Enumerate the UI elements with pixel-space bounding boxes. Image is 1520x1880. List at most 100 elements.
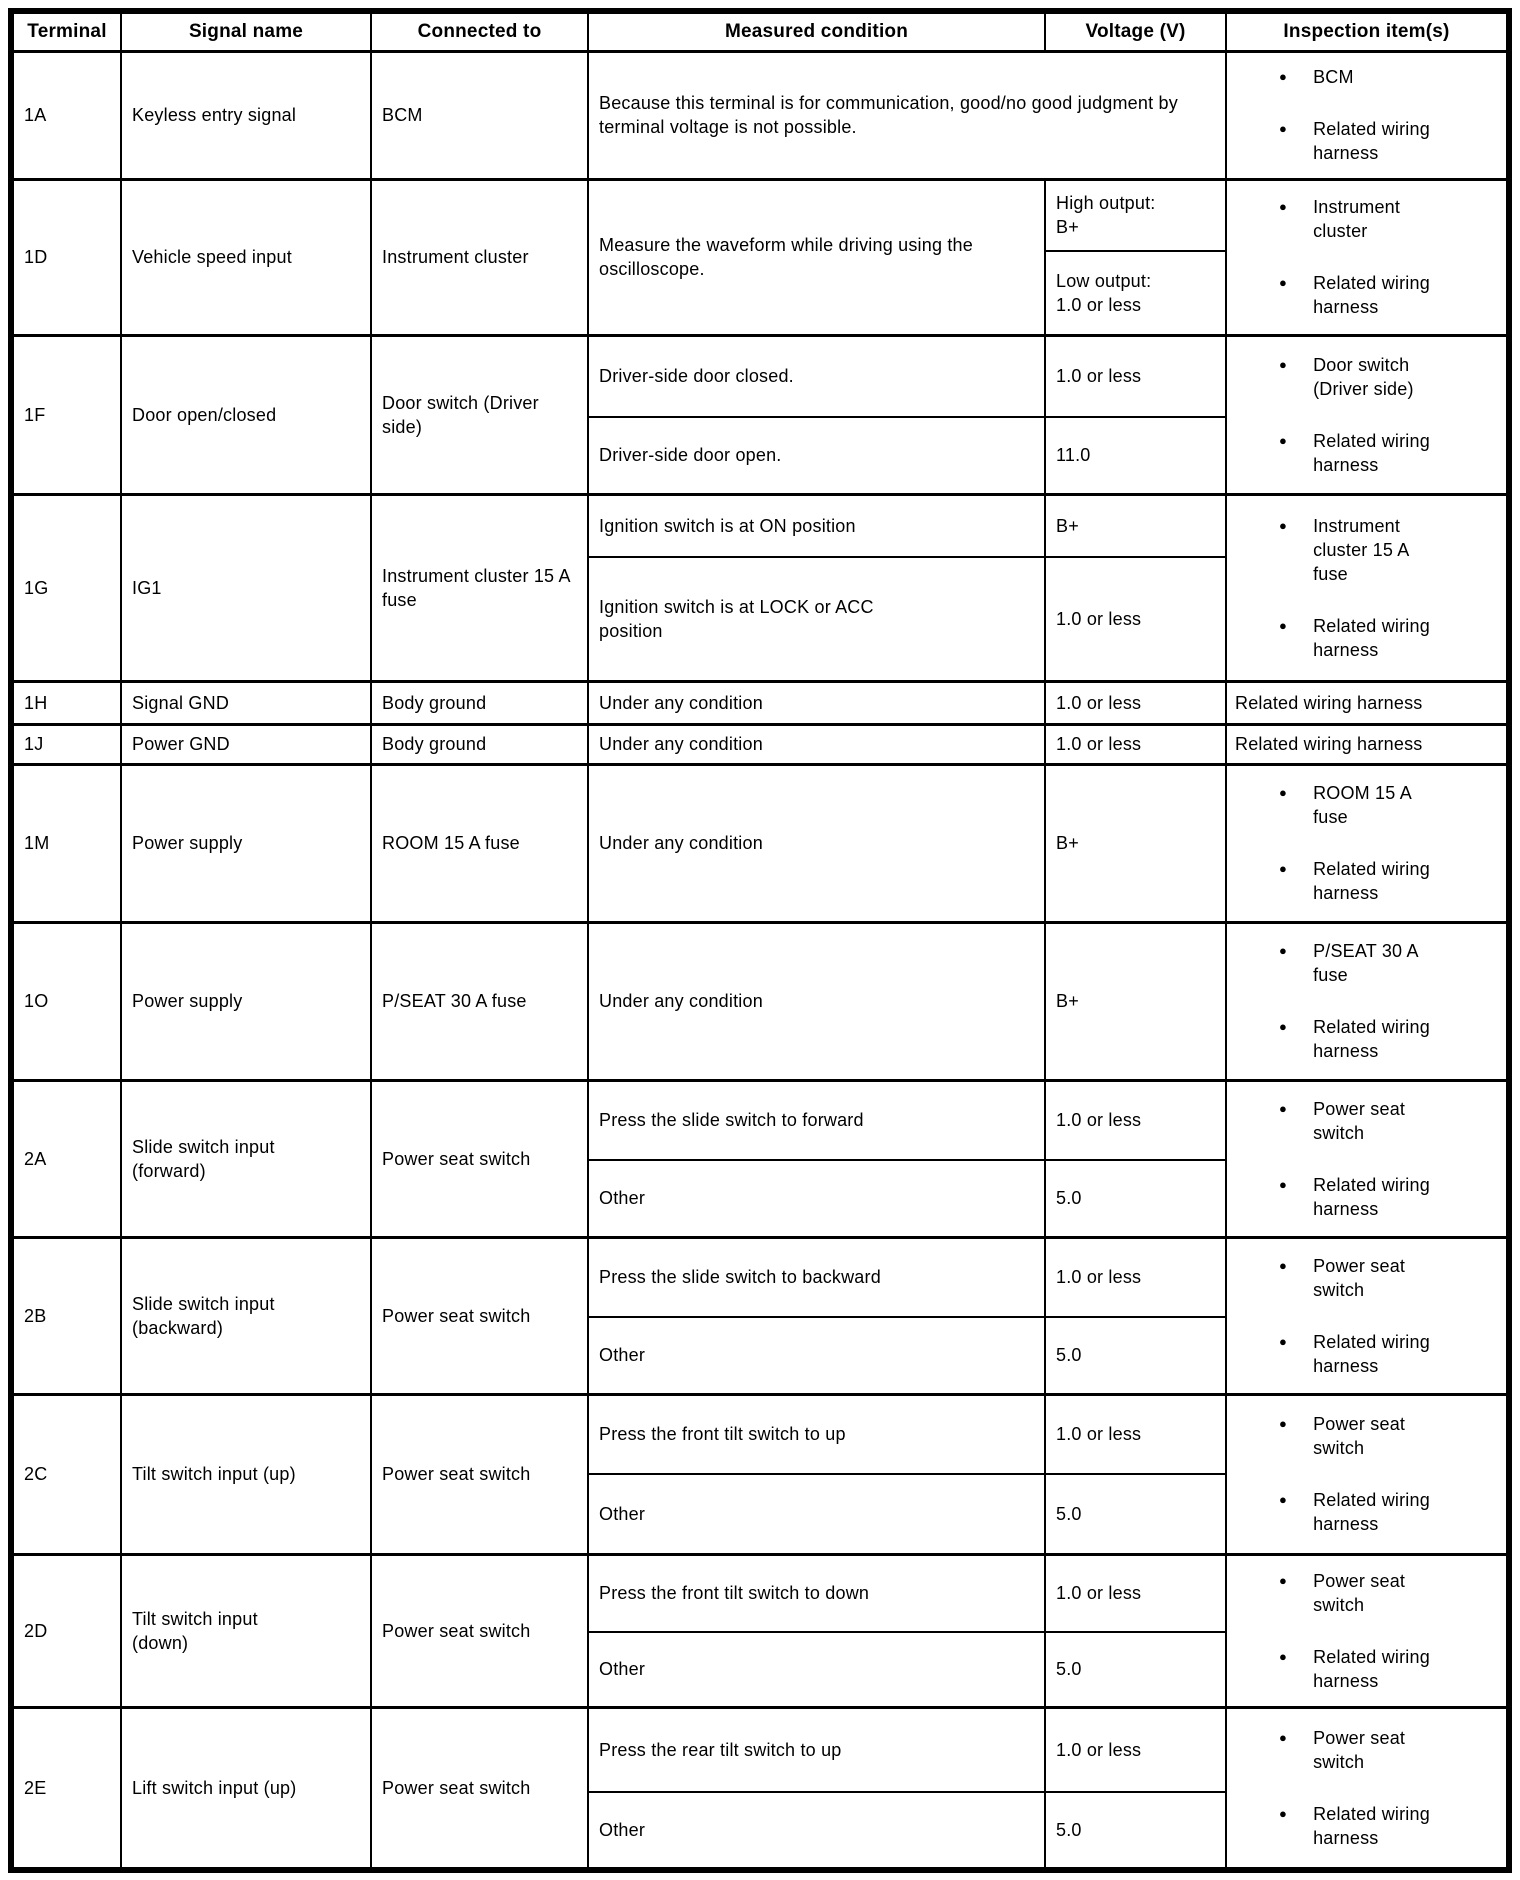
- inspection-list: ● Power seat switch ● Related wiring harne…: [1235, 1097, 1498, 1221]
- inspection-item: ● Instrument cluster 15 A fuse: [1279, 514, 1498, 586]
- measured-condition-cell: Press the rear tilt switch to up: [587, 1705, 1046, 1793]
- voltage-cell: 1.0 or less: [1044, 722, 1227, 765]
- inspection-item-label: Power seat switch: [1313, 1570, 1406, 1615]
- inspection-item: ● Related wiring harness: [1279, 1330, 1498, 1378]
- connected-to-cell: Power seat switch: [370, 1552, 589, 1708]
- inspection-item: ● BCM: [1279, 65, 1498, 89]
- signal-name-cell: Door open/closed: [120, 333, 372, 495]
- inspection-item-label: Related wiring harness: [1313, 119, 1430, 163]
- inspection-item-label: Related wiring harness: [1313, 1331, 1430, 1376]
- inspection-cell: ● ROOM 15 A fuse ● Related wiring harness: [1225, 762, 1510, 923]
- inspection-cell: ● Door switch (Driver side) ● Related wiri…: [1225, 333, 1510, 495]
- table-row: 1J Power GND Body ground Under any condi…: [10, 722, 1510, 765]
- connected-to-cell: Power seat switch: [370, 1078, 589, 1238]
- inspection-item-label: Related wiring harness: [1313, 615, 1430, 660]
- bullet-icon: ●: [1279, 1492, 1288, 1507]
- inspection-item: ● Power seat switch: [1279, 1097, 1498, 1145]
- connected-to-cell: Power seat switch: [370, 1705, 589, 1871]
- measured-condition-cell: Press the slide switch to forward: [587, 1078, 1046, 1161]
- inspection-item: ● ROOM 15 A fuse: [1279, 781, 1498, 829]
- inspection-cell: Related wiring harness: [1225, 679, 1510, 725]
- inspection-list: ● Instrument cluster 15 A fuse ● Related w…: [1235, 514, 1498, 662]
- table-row: 2A Slide switch input (forward) Power se…: [10, 1078, 1510, 1238]
- inspection-item: ● Power seat switch: [1279, 1569, 1498, 1617]
- table-row: 2D Tilt switch input (down) Power seat s…: [10, 1552, 1510, 1708]
- inspection-cell: ● Instrument cluster 15 A fuse ● Related w…: [1225, 492, 1510, 682]
- measured-condition-cell: Under any condition: [587, 762, 1046, 923]
- connected-to-cell: BCM: [370, 49, 589, 180]
- measured-condition-cell: Under any condition: [587, 920, 1046, 1081]
- table-row: 1G IG1 Instrument cluster 15 A fuse Igni…: [10, 492, 1510, 682]
- measured-condition-cell: Other: [587, 1631, 1046, 1708]
- inspection-cell: Related wiring harness: [1225, 722, 1510, 765]
- table-subrow: Other 5.0: [11, 1316, 1509, 1395]
- voltage-cell: 1.0 or less: [1044, 1392, 1227, 1475]
- measured-condition-cell: Other: [587, 1159, 1046, 1238]
- signal-name-cell: Tilt switch input (up): [120, 1392, 372, 1555]
- voltage-cell: 1.0 or less: [1044, 1705, 1227, 1793]
- bullet-icon: ●: [1279, 785, 1288, 800]
- inspection-item-label: Instrument cluster: [1313, 197, 1401, 241]
- inspection-item: ● Related wiring harness: [1279, 1173, 1498, 1221]
- column-header-voltage: Voltage (V): [1044, 10, 1227, 53]
- inspection-item-label: BCM: [1313, 67, 1354, 87]
- measured-condition-cell: Press the front tilt switch to down: [587, 1552, 1046, 1633]
- inspection-item-label: Related wiring harness: [1313, 1490, 1430, 1534]
- bullet-icon: ●: [1279, 1019, 1288, 1034]
- table-row: 2E Lift switch input (up) Power seat swi…: [10, 1705, 1510, 1871]
- bullet-icon: ●: [1279, 121, 1288, 136]
- bullet-icon: ●: [1279, 356, 1288, 372]
- inspection-item: ● Door switch (Driver side): [1279, 353, 1498, 401]
- bullet-icon: ●: [1279, 1333, 1288, 1349]
- inspection-item: ● Related wiring harness: [1279, 857, 1498, 905]
- inspection-item: ● Related wiring harness: [1279, 117, 1498, 165]
- terminal-cell: 1G: [10, 492, 122, 682]
- inspection-item: ● Power seat switch: [1279, 1726, 1498, 1774]
- inspection-list: ● Power seat switch ● Related wiring harne…: [1235, 1254, 1498, 1378]
- inspection-item: ● Power seat switch: [1279, 1412, 1498, 1460]
- column-header-inspection-items: Inspection item(s): [1225, 10, 1510, 53]
- voltage-cell: 1.0 or less: [1044, 1552, 1227, 1633]
- bullet-icon: ●: [1279, 69, 1288, 84]
- voltage-cell: 1.0 or less: [1044, 333, 1227, 418]
- connected-to-cell: Power seat switch: [370, 1235, 589, 1395]
- column-header-terminal: Terminal: [10, 10, 122, 53]
- inspection-item: ● Related wiring harness: [1279, 1488, 1498, 1536]
- measured-condition-cell: Because this terminal is for communicati…: [587, 49, 1227, 180]
- column-header-measured-condition: Measured condition: [587, 10, 1046, 53]
- measured-condition-cell: Driver-side door open.: [587, 416, 1046, 495]
- inspection-item-label: Door switch (Driver side): [1313, 354, 1414, 399]
- column-header-signal-name: Signal name: [120, 10, 372, 53]
- inspection-cell: ● Power seat switch ● Related wiring harne…: [1225, 1392, 1510, 1555]
- inspection-item-label: Power seat switch: [1313, 1414, 1406, 1458]
- terminal-cell: 2B: [10, 1235, 122, 1395]
- measured-condition-cell: Measure the waveform while driving using…: [587, 177, 1046, 336]
- connected-to-cell: ROOM 15 A fuse: [370, 762, 589, 923]
- terminal-voltage-table: Terminal Signal name Connected to Measur…: [8, 8, 1512, 1873]
- measured-condition-cell: Driver-side door closed.: [587, 333, 1046, 418]
- inspection-item: ● Instrument cluster: [1279, 195, 1498, 243]
- voltage-cell: B+: [1044, 492, 1227, 558]
- terminal-cell: 2D: [10, 1552, 122, 1708]
- table-subrow: Other 5.0: [11, 1631, 1509, 1708]
- inspection-cell: ● Power seat switch ● Related wiring harne…: [1225, 1552, 1510, 1708]
- table-row: 1O Power supply P/SEAT 30 A fuse Under a…: [10, 920, 1510, 1081]
- table-subrow: Other 5.0: [11, 1791, 1509, 1871]
- inspection-cell: ● Instrument cluster ● Related wiring harn…: [1225, 177, 1510, 336]
- table-row: 2B Slide switch input (backward) Power s…: [10, 1235, 1510, 1395]
- bullet-icon: ●: [1279, 1100, 1288, 1116]
- inspection-list: ● Power seat switch ● Related wiring harne…: [1235, 1726, 1498, 1850]
- bullet-icon: ●: [1279, 1257, 1288, 1273]
- inspection-cell: ● P/SEAT 30 A fuse ● Related wiring harnes…: [1225, 920, 1510, 1081]
- voltage-cell: B+: [1044, 920, 1227, 1081]
- inspection-item: ● Related wiring harness: [1279, 271, 1498, 319]
- inspection-item: ● Related wiring harness: [1279, 1015, 1498, 1063]
- bullet-icon: ●: [1279, 1648, 1288, 1664]
- signal-name-cell: Lift switch input (up): [120, 1705, 372, 1871]
- terminal-cell: 1M: [10, 762, 122, 923]
- measured-condition-cell: Press the slide switch to backward: [587, 1235, 1046, 1318]
- measured-condition-cell: Press the front tilt switch to up: [587, 1392, 1046, 1475]
- terminal-cell: 1A: [10, 49, 122, 180]
- inspection-item: ● Power seat switch: [1279, 1254, 1498, 1302]
- measured-condition-cell: Other: [587, 1791, 1046, 1871]
